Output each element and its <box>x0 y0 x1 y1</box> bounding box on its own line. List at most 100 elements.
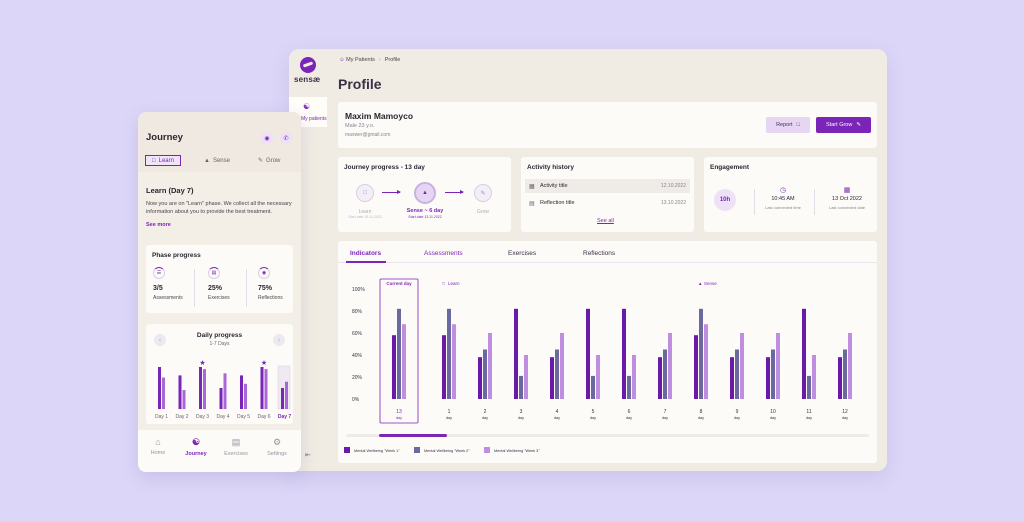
x-tick-unit: day <box>662 416 668 420</box>
nav-exercises[interactable]: ▤ Exercises <box>218 437 254 457</box>
see-more-link[interactable]: See more <box>146 222 171 228</box>
start-grow-button[interactable]: Start Grow ✎ <box>816 117 871 133</box>
x-tick-label: 6 <box>628 409 631 415</box>
bar <box>766 357 770 399</box>
bar <box>519 375 523 399</box>
activity-item[interactable]: ▦ Activity title 12.10.2022 <box>525 179 690 193</box>
chevron-right-icon[interactable]: › <box>273 334 285 346</box>
nav-settings[interactable]: ⚙ Settings <box>259 437 295 457</box>
x-tick-label: Day 6 <box>257 414 270 420</box>
phone-icon[interactable]: ✆ <box>280 132 292 144</box>
breadcrumb-current: Profile <box>384 57 401 63</box>
sense-step-icon: ▲ <box>414 182 436 204</box>
logout-icon[interactable]: ⇤ <box>305 452 311 459</box>
page-title: Journey <box>146 132 183 143</box>
bar <box>488 333 492 399</box>
daily-progress-title: Daily progress <box>196 332 243 339</box>
grow-step-label: Grow <box>477 209 489 215</box>
calendar-icon: ▦ <box>843 187 851 194</box>
nav-label: Home <box>150 450 166 456</box>
book-icon: □ <box>152 157 156 164</box>
bar <box>848 333 852 399</box>
bar <box>802 308 806 399</box>
learn-step-icon: □ <box>356 184 374 202</box>
bar <box>771 349 775 399</box>
bar <box>240 375 243 409</box>
bar <box>632 355 636 399</box>
tab-reflections[interactable]: Reflections <box>583 250 616 257</box>
star-icon: ★ <box>261 359 267 367</box>
bar <box>452 324 456 399</box>
bar <box>447 308 451 399</box>
bar <box>203 369 206 409</box>
bar <box>442 335 446 399</box>
assessments-progress: ☰ 3/5 Assessments <box>153 267 193 301</box>
tab-learn[interactable]: □ Learn <box>145 155 181 166</box>
learn-icon: □ <box>442 281 445 286</box>
indicators-card: Indicators Assessments Exercises Reflect… <box>338 241 877 463</box>
bar <box>285 381 288 409</box>
legend-label: Mental Wellbeing "Week 1" <box>354 449 400 453</box>
x-tick-label: 9 <box>736 409 739 415</box>
y-tick-label: 100% <box>352 287 365 293</box>
see-all-link[interactable]: See all <box>597 218 614 224</box>
chevron-left-icon[interactable]: ‹ <box>154 334 166 346</box>
activity-title: Activity history <box>527 164 574 171</box>
y-tick-label: 20% <box>352 375 363 381</box>
headset-icon[interactable]: ◉ <box>261 132 273 144</box>
grow-icon: ✎ <box>258 158 264 164</box>
nav-journey[interactable]: ☯ Journey <box>178 437 214 457</box>
patient-name: Maxim Mamoyco <box>345 111 414 121</box>
tab-label: Grow <box>266 157 281 164</box>
nav-label: Settings <box>267 451 287 457</box>
patient-details: Male 23 y.o. <box>345 123 375 129</box>
bar <box>483 349 487 399</box>
x-tick-unit: day <box>806 416 812 420</box>
tab-assessments[interactable]: Assessments <box>424 250 463 257</box>
x-tick-unit: day <box>734 416 740 420</box>
legend-swatch <box>414 447 420 453</box>
bar <box>162 377 165 409</box>
report-button[interactable]: Report □ <box>766 117 810 133</box>
bar <box>843 349 847 399</box>
activity-item-date: 12.10.2022 <box>660 183 686 189</box>
activity-item[interactable]: ▤ Reflection title 13.10.2022 <box>525 196 690 210</box>
bar <box>627 375 631 399</box>
bar <box>550 357 554 399</box>
x-tick-label: Day 1 <box>155 414 168 420</box>
bar <box>807 375 811 399</box>
bar <box>560 333 564 399</box>
tab-exercises[interactable]: Exercises <box>508 250 537 257</box>
x-tick-label: Day 7 <box>278 414 292 420</box>
arrow-right-icon <box>382 190 401 194</box>
bar <box>219 388 223 409</box>
clock-icon: ◷ <box>779 187 787 194</box>
tab-indicators[interactable]: Indicators <box>350 250 382 257</box>
nav-home[interactable]: ⌂ Home <box>140 437 176 456</box>
journey-icon: ☯ <box>191 437 201 447</box>
bar <box>740 333 744 399</box>
activity-card: Activity history ▦ Activity title 12.10.… <box>521 157 694 232</box>
tab-grow[interactable]: ✎ Grow <box>258 155 280 166</box>
x-tick-unit: day <box>698 416 704 420</box>
legend-swatch <box>344 447 350 453</box>
breadcrumb-parent[interactable]: My Patients <box>346 57 375 63</box>
activity-item-date: 13.10.2022 <box>660 200 686 206</box>
tab-sense[interactable]: ▲ Sense <box>204 155 230 166</box>
bar <box>182 390 186 409</box>
engagement-card: Engagement 10h ◷ 10:45 AM Last connected… <box>704 157 877 232</box>
engagement-title: Engagement <box>710 164 750 171</box>
bar <box>264 369 268 409</box>
bar <box>596 355 600 399</box>
x-tick-label: 5 <box>592 409 595 415</box>
bar <box>735 349 739 399</box>
x-tick-unit: day <box>446 416 452 420</box>
tab-indicator <box>346 261 386 263</box>
indicators-chart: 100% 80% 60% 40% 20% 0% Current day Learn Sense □… <box>344 278 869 453</box>
bar <box>838 357 842 399</box>
learn-step-label: Learn <box>358 209 372 215</box>
current-day-highlight <box>379 278 419 424</box>
desktop-window: sensæ ☯ My patients ⇤ ☺ My Patients › Prof… <box>289 49 887 471</box>
logo-icon <box>300 57 316 73</box>
last-date-label: Last connected date <box>828 205 866 210</box>
